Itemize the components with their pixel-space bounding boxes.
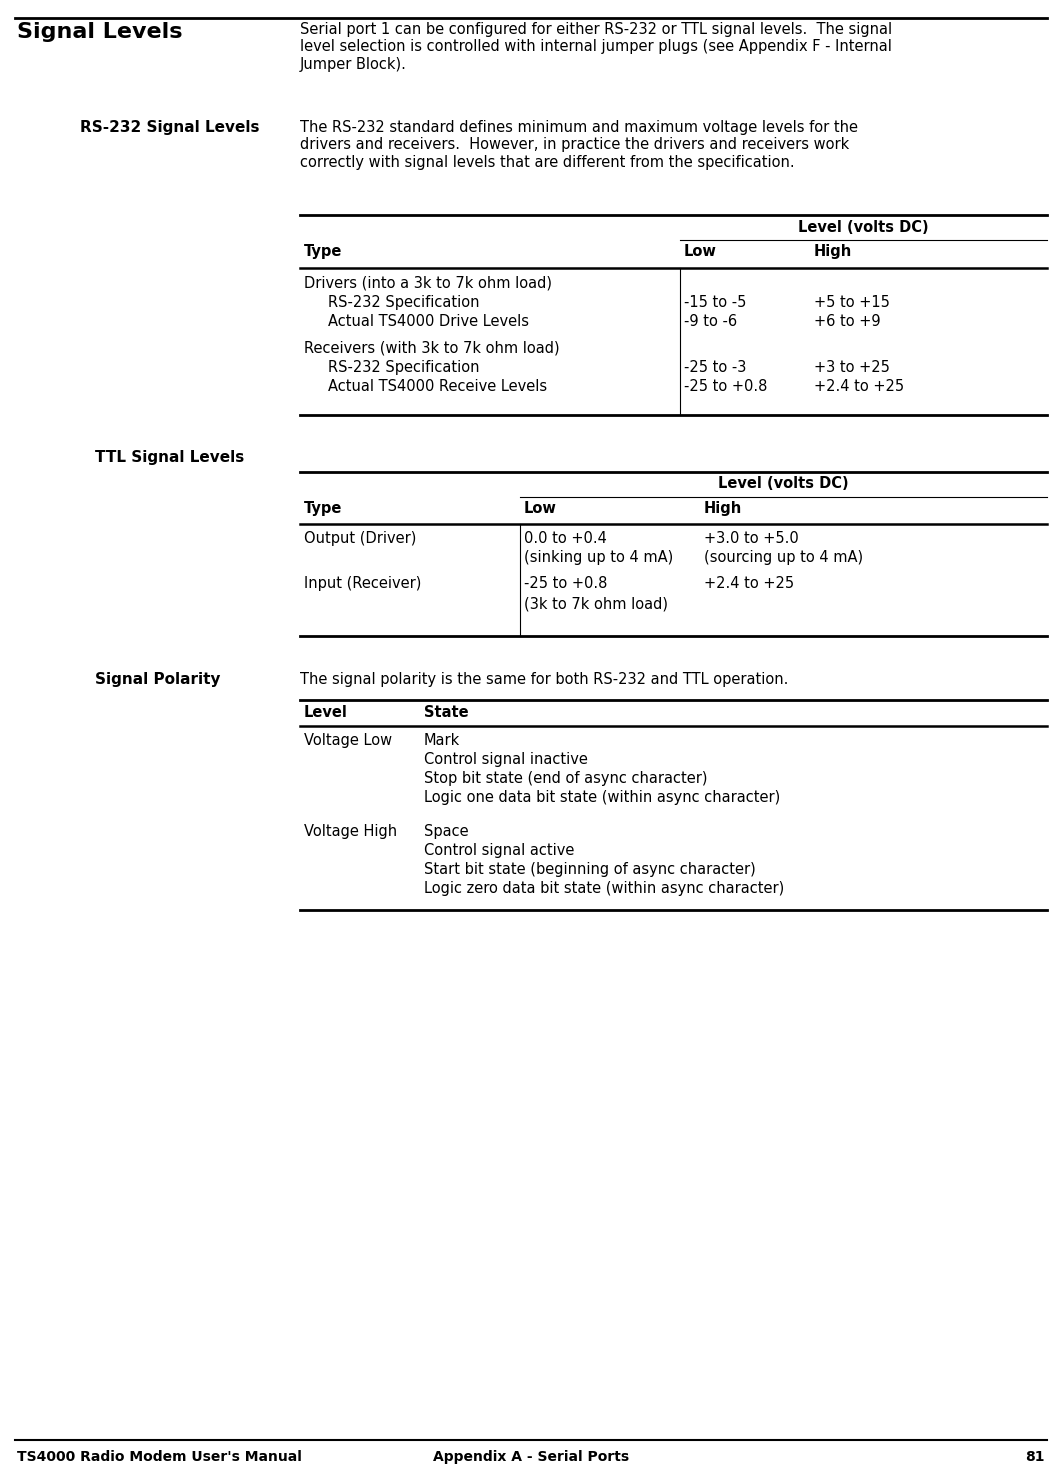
- Text: Voltage High: Voltage High: [304, 824, 397, 839]
- Text: Level (volts DC): Level (volts DC): [718, 476, 849, 491]
- Text: +2.4 to +25: +2.4 to +25: [704, 576, 794, 591]
- Text: Level: Level: [304, 705, 348, 720]
- Text: 0.0 to +0.4: 0.0 to +0.4: [524, 530, 606, 546]
- Text: High: High: [704, 501, 742, 516]
- Text: (sinking up to 4 mA): (sinking up to 4 mA): [524, 549, 673, 566]
- Text: RS-232 Specification: RS-232 Specification: [328, 295, 480, 310]
- Text: Control signal inactive: Control signal inactive: [424, 752, 588, 767]
- Text: The signal polarity is the same for both RS-232 and TTL operation.: The signal polarity is the same for both…: [299, 671, 788, 687]
- Text: Serial port 1 can be configured for either RS-232 or TTL signal levels.  The sig: Serial port 1 can be configured for eith…: [299, 22, 892, 72]
- Text: TS4000 Radio Modem User's Manual: TS4000 Radio Modem User's Manual: [17, 1450, 302, 1465]
- Text: (sourcing up to 4 mA): (sourcing up to 4 mA): [704, 549, 863, 566]
- Text: Control signal active: Control signal active: [424, 843, 575, 858]
- Text: Drivers (into a 3k to 7k ohm load): Drivers (into a 3k to 7k ohm load): [304, 275, 552, 289]
- Text: RS-232 Specification: RS-232 Specification: [328, 360, 480, 375]
- Text: (3k to 7k ohm load): (3k to 7k ohm load): [524, 596, 668, 611]
- Text: 81: 81: [1026, 1450, 1045, 1465]
- Text: State: State: [424, 705, 468, 720]
- Text: Signal Levels: Signal Levels: [17, 22, 183, 43]
- Text: +6 to +9: +6 to +9: [813, 314, 880, 329]
- Text: Stop bit state (end of async character): Stop bit state (end of async character): [424, 771, 707, 786]
- Text: TTL Signal Levels: TTL Signal Levels: [95, 450, 244, 466]
- Text: Input (Receiver): Input (Receiver): [304, 576, 422, 591]
- Text: -25 to -3: -25 to -3: [684, 360, 747, 375]
- Text: +3 to +25: +3 to +25: [813, 360, 890, 375]
- Text: -25 to +0.8: -25 to +0.8: [524, 576, 607, 591]
- Text: Appendix A - Serial Ports: Appendix A - Serial Ports: [433, 1450, 629, 1465]
- Text: Type: Type: [304, 501, 342, 516]
- Text: Type: Type: [304, 244, 342, 259]
- Text: -25 to +0.8: -25 to +0.8: [684, 379, 768, 394]
- Text: Start bit state (beginning of async character): Start bit state (beginning of async char…: [424, 862, 756, 877]
- Text: Output (Driver): Output (Driver): [304, 530, 416, 546]
- Text: Low: Low: [524, 501, 556, 516]
- Text: +2.4 to +25: +2.4 to +25: [813, 379, 904, 394]
- Text: Actual TS4000 Receive Levels: Actual TS4000 Receive Levels: [328, 379, 547, 394]
- Text: Space: Space: [424, 824, 468, 839]
- Text: Voltage Low: Voltage Low: [304, 733, 392, 748]
- Text: The RS-232 standard defines minimum and maximum voltage levels for the
drivers a: The RS-232 standard defines minimum and …: [299, 120, 858, 170]
- Text: Mark: Mark: [424, 733, 460, 748]
- Text: Actual TS4000 Drive Levels: Actual TS4000 Drive Levels: [328, 314, 529, 329]
- Text: RS-232 Signal Levels: RS-232 Signal Levels: [80, 120, 259, 135]
- Text: Receivers (with 3k to 7k ohm load): Receivers (with 3k to 7k ohm load): [304, 339, 560, 355]
- Text: Level (volts DC): Level (volts DC): [799, 220, 929, 235]
- Text: Signal Polarity: Signal Polarity: [95, 671, 221, 687]
- Text: -9 to -6: -9 to -6: [684, 314, 737, 329]
- Text: Logic zero data bit state (within async character): Logic zero data bit state (within async …: [424, 881, 784, 896]
- Text: -15 to -5: -15 to -5: [684, 295, 747, 310]
- Text: Logic one data bit state (within async character): Logic one data bit state (within async c…: [424, 790, 781, 805]
- Text: High: High: [813, 244, 852, 259]
- Text: +5 to +15: +5 to +15: [813, 295, 890, 310]
- Text: Low: Low: [684, 244, 717, 259]
- Text: +3.0 to +5.0: +3.0 to +5.0: [704, 530, 799, 546]
